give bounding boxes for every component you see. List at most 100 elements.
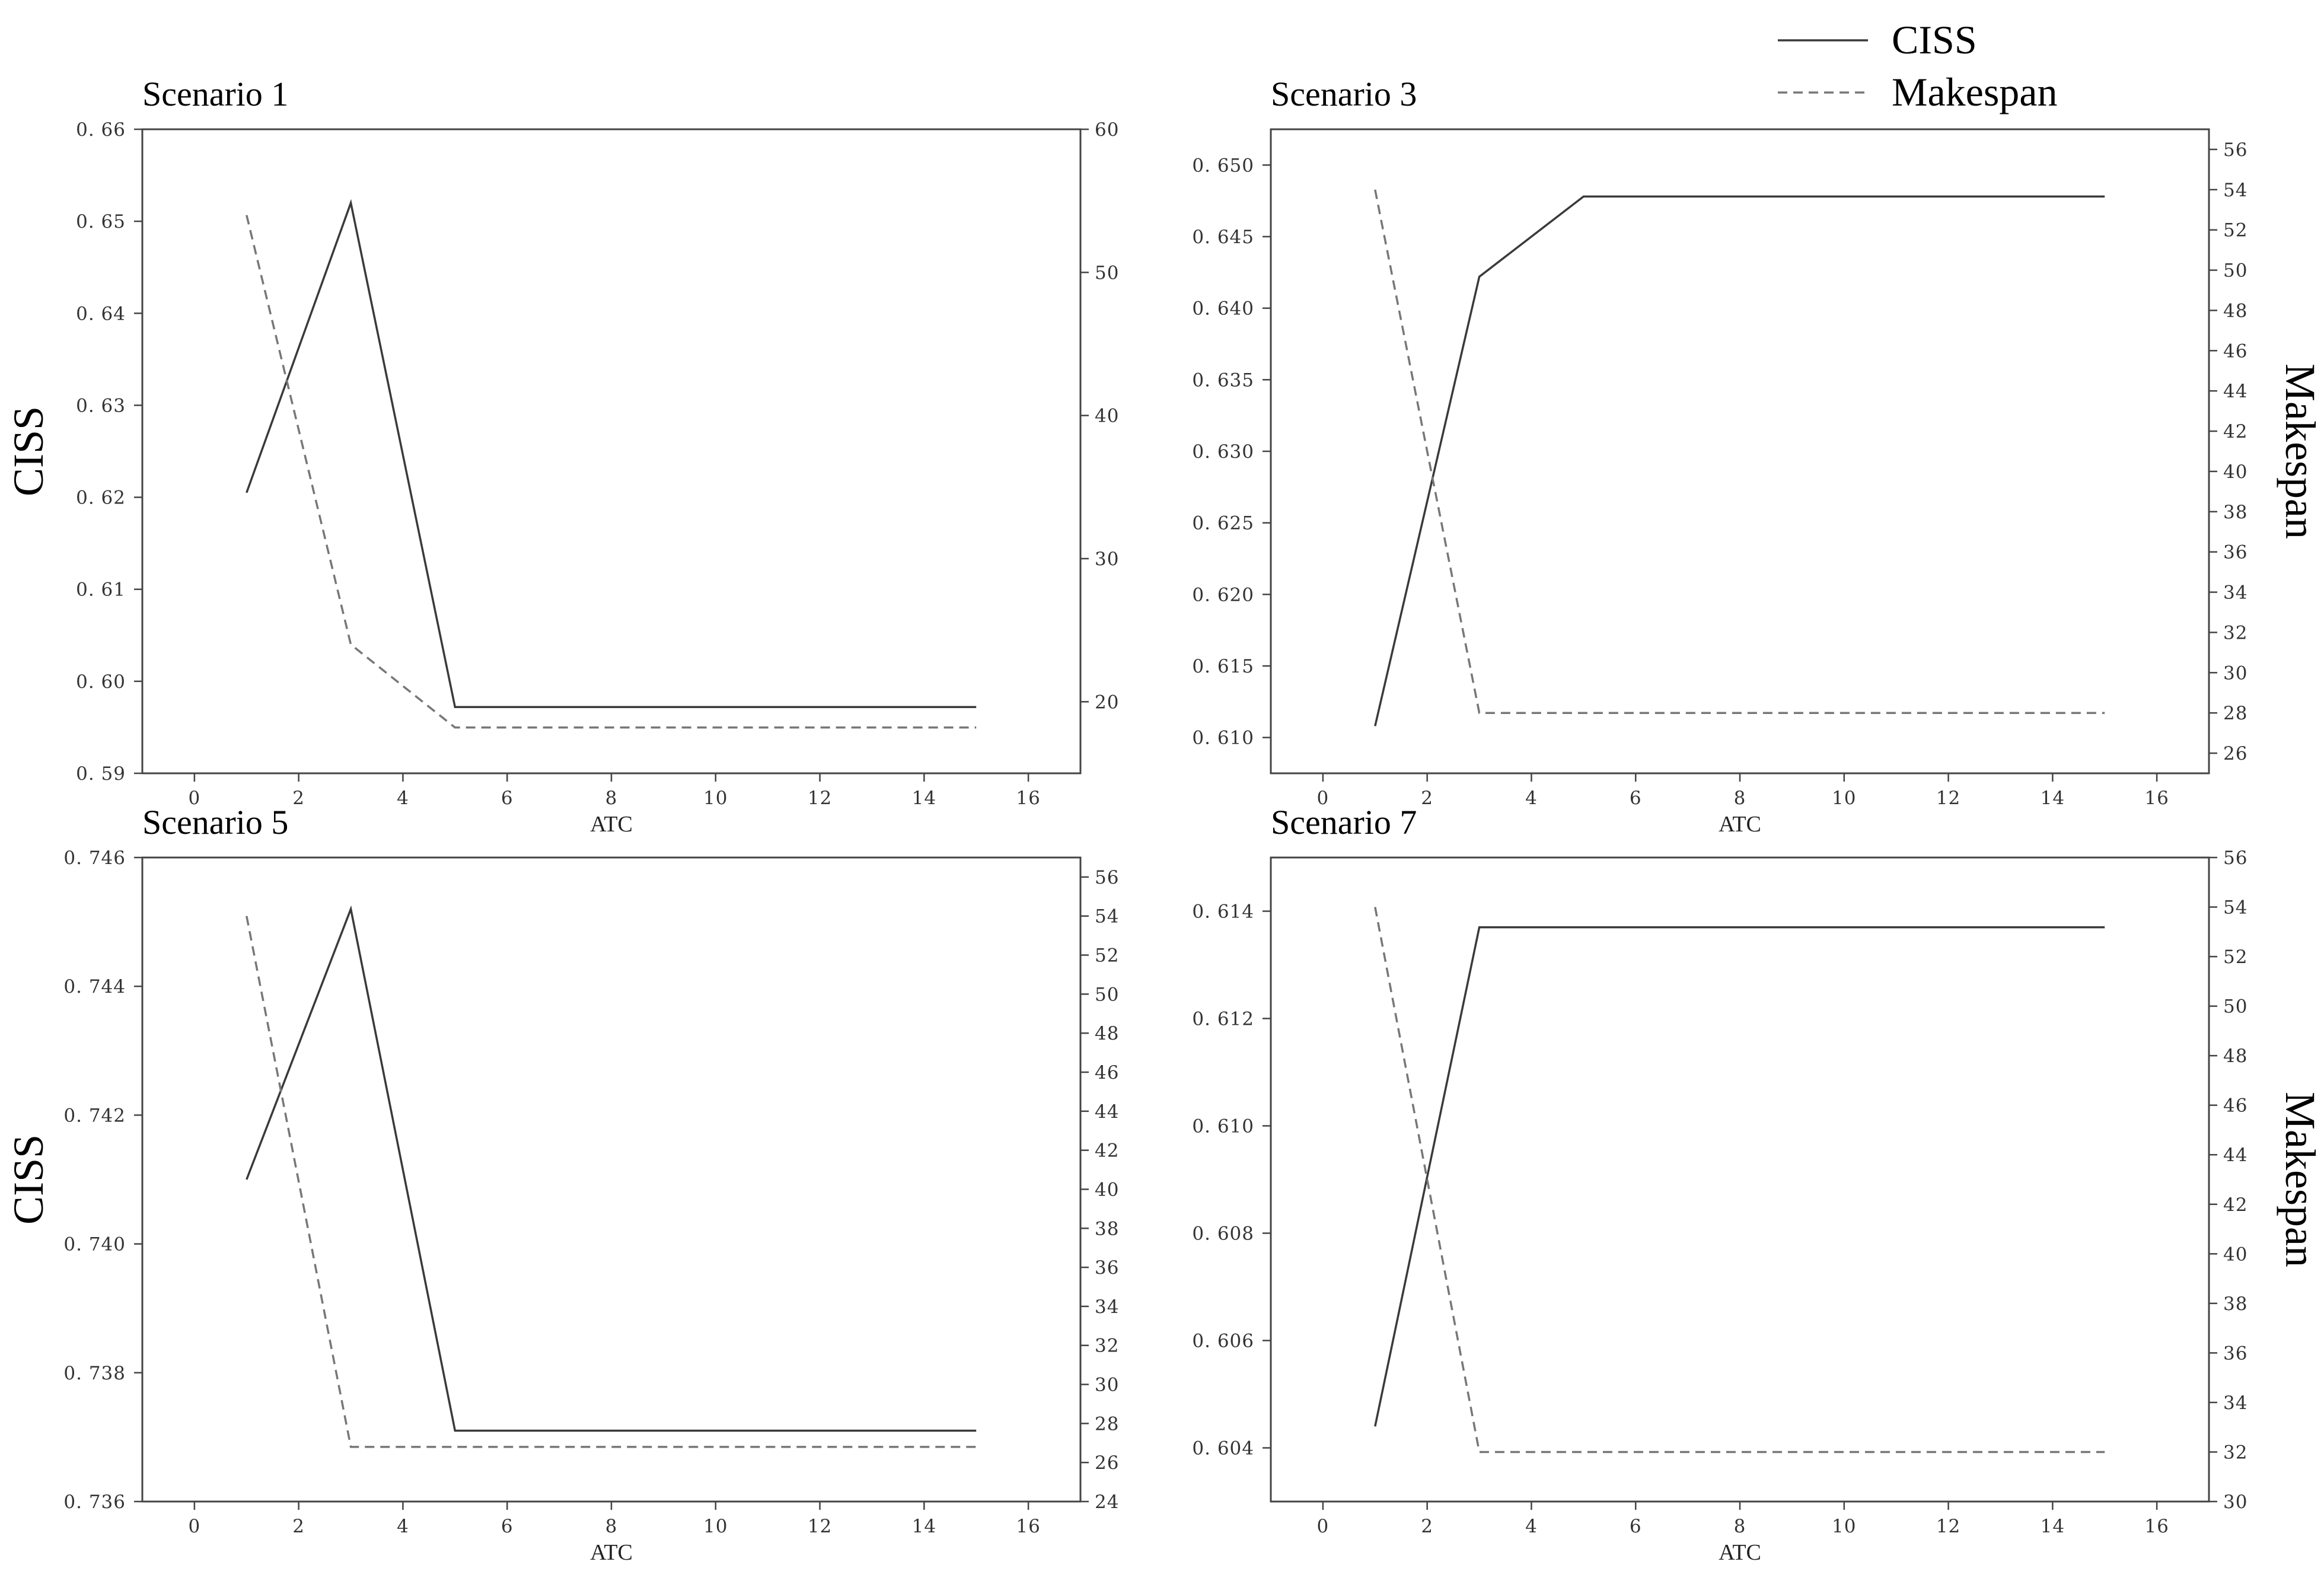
x-tick-label: 16: [2144, 788, 2169, 809]
y-tick-label: 0. 625: [1192, 513, 1254, 534]
y2-tick-label: 54: [2223, 897, 2248, 919]
y-axis-label: CISS: [5, 406, 52, 496]
x-tick-label: 2: [292, 788, 305, 809]
x-tick-label: 0: [189, 1516, 201, 1537]
y2-tick-label: 30: [2223, 662, 2248, 684]
y2-tick-label: 56: [2223, 139, 2248, 161]
x-tick-label: 4: [1525, 1516, 1538, 1537]
y2-tick-label: 50: [2223, 996, 2248, 1018]
x-tick-label: 8: [605, 1516, 618, 1537]
y2-tick-label: 60: [1095, 119, 1119, 141]
y2-tick-label: 26: [2223, 743, 2248, 764]
x-tick-label: 12: [808, 788, 832, 809]
chart-title: Scenario 1: [142, 75, 288, 113]
x-tick-label: 10: [703, 788, 728, 809]
y-tick-label: 0. 60: [76, 671, 126, 693]
y2-tick-label: 48: [2223, 300, 2248, 321]
y-tick-label: 0. 64: [76, 303, 126, 324]
y-tick-label: 0. 746: [63, 847, 126, 869]
y2-tick-label: 42: [2223, 421, 2248, 442]
x-tick-label: 8: [1734, 1516, 1746, 1537]
plot-frame: [1270, 128, 2210, 774]
chart-title: Scenario 3: [1271, 75, 1417, 113]
makespan-series-line: [1374, 189, 2105, 714]
x-tick-label: 16: [1016, 1516, 1040, 1537]
x-tick-label: 12: [1936, 1516, 1960, 1537]
y-tick-label: 0. 736: [63, 1491, 126, 1513]
y2-tick-label: 36: [2223, 1343, 2248, 1364]
x-tick-label: 4: [397, 1516, 409, 1537]
y-tick-label: 0. 742: [63, 1105, 126, 1126]
x-tick-label: 6: [501, 788, 514, 809]
y2-tick-label: 38: [1095, 1218, 1119, 1239]
y-tick-label: 0. 610: [1192, 728, 1254, 749]
y2-tick-label: 30: [1095, 1375, 1119, 1396]
x-tick-label: 14: [912, 788, 936, 809]
y2-axis-label: Makespan: [2277, 364, 2324, 539]
x-tick-label: 6: [1630, 788, 1642, 809]
y-tick-label: 0. 610: [1192, 1116, 1254, 1137]
x-tick-label: 4: [1525, 788, 1538, 809]
x-tick-label: 2: [1421, 1516, 1433, 1537]
y2-tick-label: 30: [2223, 1491, 2248, 1513]
y2-tick-label: 42: [2223, 1194, 2248, 1216]
y2-tick-label: 28: [2223, 703, 2248, 724]
x-tick-label: 14: [2041, 788, 2065, 809]
x-tick-label: 6: [501, 1516, 514, 1537]
y2-tick-label: 50: [2223, 260, 2248, 282]
plot-frame: [141, 856, 1082, 1503]
chart-panel: Scenario 1 0 2 4 6 8 10 12 14 16 ATC 0. 59 0. 60 0. 6…: [5, 75, 1119, 837]
y-tick-label: 0. 59: [76, 763, 126, 785]
makespan-series-line: [246, 916, 977, 1448]
y-tick-label: 0. 65: [76, 211, 126, 232]
x-tick-label: 0: [189, 788, 201, 809]
plot-frame: [1270, 856, 2210, 1503]
y2-tick-label: 44: [1095, 1101, 1119, 1123]
plot-frame: [141, 128, 1082, 774]
chart-title: Scenario 7: [1271, 803, 1417, 842]
y2-tick-label: 40: [2223, 1244, 2248, 1265]
y2-tick-label: 54: [1095, 906, 1119, 927]
x-tick-label: 16: [1016, 788, 1040, 809]
y2-tick-label: 46: [2223, 340, 2248, 362]
x-tick-label: 8: [605, 788, 618, 809]
x-axis-label: ATC: [1719, 812, 1761, 837]
y2-tick-label: 56: [2223, 847, 2248, 869]
x-tick-label: 0: [1317, 788, 1330, 809]
y-axis-label: CISS: [5, 1134, 52, 1225]
y-tick-label: 0. 62: [76, 487, 126, 509]
y-tick-label: 0. 608: [1192, 1223, 1254, 1245]
ciss-series-line: [246, 199, 977, 709]
y2-tick-label: 38: [2223, 502, 2248, 523]
ciss-series-line: [246, 905, 977, 1432]
y2-tick-label: 36: [1095, 1257, 1119, 1279]
y2-tick-label: 32: [2223, 622, 2248, 643]
y-tick-label: 0. 614: [1192, 901, 1254, 923]
y2-tick-label: 54: [2223, 180, 2248, 201]
y2-tick-label: 20: [1095, 691, 1119, 713]
x-tick-label: 6: [1630, 1516, 1642, 1537]
y2-tick-label: 34: [1095, 1296, 1119, 1318]
y2-tick-label: 46: [2223, 1095, 2248, 1117]
x-axis-label: ATC: [590, 1540, 633, 1565]
y2-tick-label: 42: [1095, 1140, 1119, 1162]
y-tick-label: 0. 740: [63, 1234, 126, 1255]
y2-tick-label: 50: [1095, 262, 1119, 283]
x-tick-label: 8: [1734, 788, 1746, 809]
y2-tick-label: 34: [2223, 582, 2248, 604]
x-tick-label: 14: [912, 1516, 936, 1537]
y2-tick-label: 40: [2223, 461, 2248, 483]
y-tick-label: 0. 645: [1192, 227, 1254, 248]
x-tick-label: 2: [1421, 788, 1433, 809]
y2-tick-label: 24: [1095, 1491, 1119, 1513]
y2-tick-label: 50: [1095, 984, 1119, 1005]
ciss-series-line: [1374, 195, 2105, 726]
ciss-series-line: [1374, 926, 2105, 1427]
x-axis-label: ATC: [1719, 1540, 1761, 1565]
y2-tick-label: 30: [1095, 549, 1119, 570]
y2-axis-label: Makespan: [2277, 1092, 2324, 1267]
y2-tick-label: 38: [2223, 1293, 2248, 1315]
